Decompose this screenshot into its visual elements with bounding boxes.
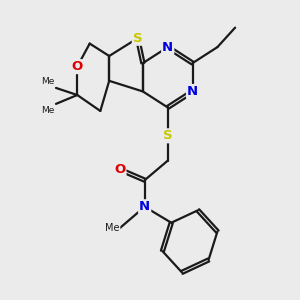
Text: S: S [163,129,172,142]
Text: Me: Me [105,223,120,233]
Text: N: N [139,200,150,213]
Text: S: S [133,32,142,45]
Text: O: O [72,60,83,73]
Text: O: O [114,163,125,176]
Text: Me: Me [41,106,54,115]
Text: Me: Me [41,77,54,86]
Text: N: N [187,85,198,98]
Text: N: N [162,40,173,54]
